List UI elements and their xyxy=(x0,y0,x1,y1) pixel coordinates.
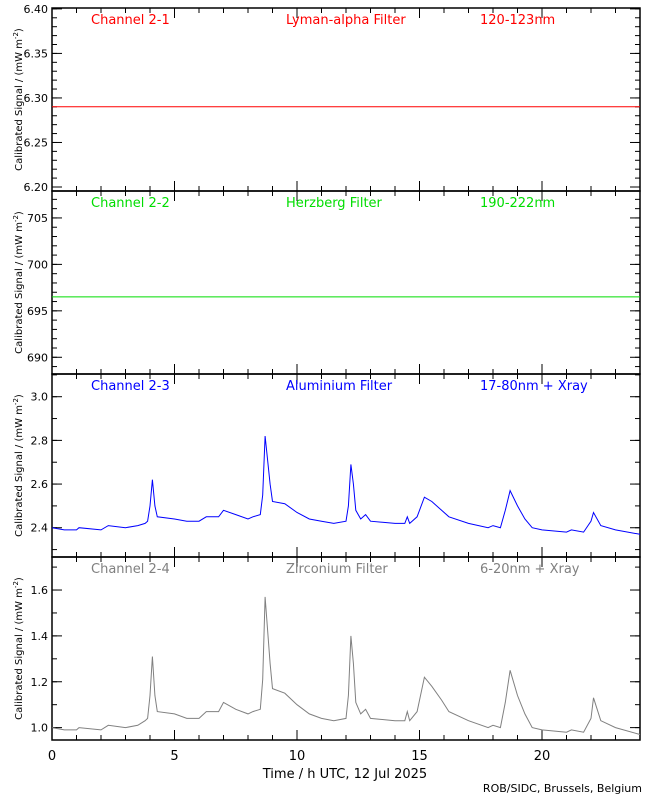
series-line-4 xyxy=(51,596,641,735)
band-label: 17-80nm + Xray xyxy=(480,379,588,394)
y-axis-label: Calibrated Signal / (mW m-2) xyxy=(12,28,25,171)
y-tick-label: 6.20 xyxy=(24,181,49,194)
panel-1: 6.20 6.25 6.30 6.35 6.40 Channel 2-1 Lyman-alp… xyxy=(12,3,641,194)
plot-frame xyxy=(51,190,641,375)
y-tick-label: 3.0 xyxy=(31,391,49,404)
x-tick-label: 5 xyxy=(170,749,178,764)
channel-label: Channel 2-2 xyxy=(91,196,170,211)
y-axis-label: Calibrated Signal / (mW m-2) xyxy=(12,577,25,720)
x-tick-label: 10 xyxy=(289,749,306,764)
y-tick-label: 1.6 xyxy=(31,584,49,597)
x-tick-label: 20 xyxy=(534,749,551,764)
plot-frame xyxy=(51,556,641,741)
y-tick-label: 6.40 xyxy=(24,3,49,16)
panel-4: 1.0 1.2 1.4 1.6 Channel 2-4 Zirconium Filter 6… xyxy=(12,556,641,741)
y-tick-label: 705 xyxy=(27,212,48,225)
x-tick-label: 0 xyxy=(48,749,56,764)
y-tick-label: 6.30 xyxy=(24,92,49,105)
x-axis-label: Time / h UTC, 12 Jul 2025 xyxy=(262,767,427,782)
series-line-3 xyxy=(51,435,641,535)
y-tick-label: 690 xyxy=(27,351,48,364)
panel-2: 690 695 700 705 Channel 2-2 Herzberg Filter 19… xyxy=(12,190,641,375)
channel-label: Channel 2-3 xyxy=(91,379,170,394)
filter-label: Lyman-alpha Filter xyxy=(286,13,406,28)
y-tick-label: 1.0 xyxy=(31,722,49,735)
y-axis-label: Calibrated Signal / (mW m-2) xyxy=(12,211,25,354)
band-label: 190-222nm xyxy=(480,196,555,211)
x-tick-label: 15 xyxy=(411,749,428,764)
panel-3: 2.4 2.6 2.8 3.0 Channel 2-3 Aluminium Filter 1… xyxy=(12,373,641,558)
filter-label: Zirconium Filter xyxy=(286,562,388,577)
y-tick-label: 1.2 xyxy=(31,676,49,689)
y-tick-label: 6.25 xyxy=(24,136,49,149)
credit-text: ROB/SIDC, Brussels, Belgium xyxy=(483,782,642,795)
channel-label: Channel 2-1 xyxy=(91,13,170,28)
plot-frame xyxy=(51,7,641,192)
band-label: 120-123nm xyxy=(480,13,555,28)
filter-label: Aluminium Filter xyxy=(286,379,393,394)
band-label: 6-20nm + Xray xyxy=(480,562,580,577)
plot-frame xyxy=(51,373,641,558)
y-tick-label: 1.4 xyxy=(31,630,49,643)
y-tick-label: 2.4 xyxy=(31,522,49,535)
y-tick-label: 700 xyxy=(27,258,48,271)
x-axis: 0 5 10 15 20 xyxy=(48,749,550,764)
y-tick-label: 2.6 xyxy=(31,478,49,491)
y-tick-label: 2.8 xyxy=(31,434,49,447)
y-tick-label: 695 xyxy=(27,305,48,318)
y-tick-label: 6.35 xyxy=(24,47,49,60)
filter-label: Herzberg Filter xyxy=(286,196,383,211)
y-axis-label: Calibrated Signal / (mW m-2) xyxy=(12,394,25,537)
channel-label: Channel 2-4 xyxy=(91,562,170,577)
